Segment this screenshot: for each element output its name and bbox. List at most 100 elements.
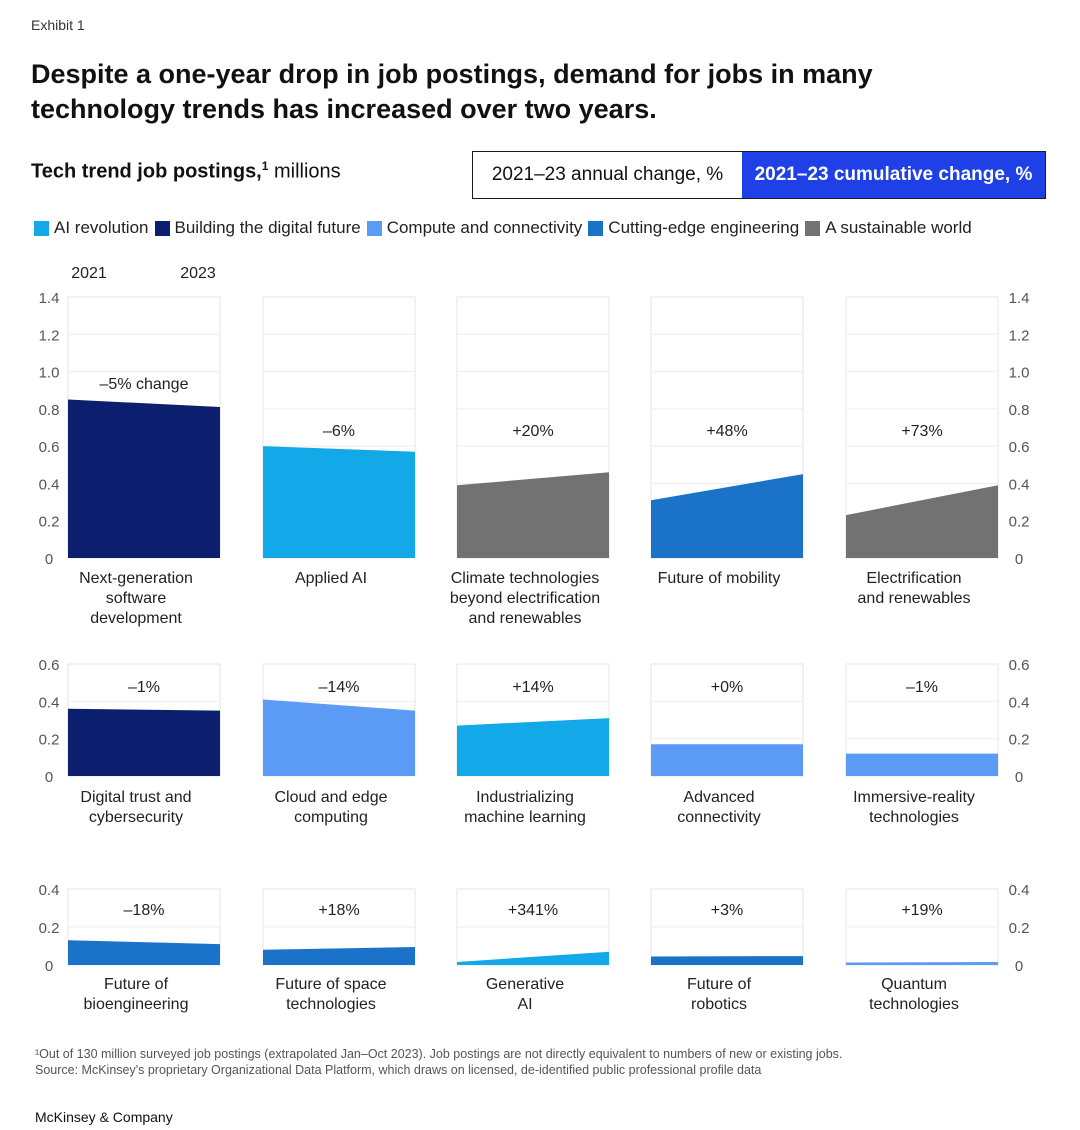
area-quantum-technologies (846, 961, 998, 965)
change-label: –1% (128, 679, 160, 696)
y-tick-label-right: 0.6 (1009, 439, 1030, 456)
panel-label: Future of space (275, 976, 386, 993)
exhibit-label: Exhibit 1 (31, 17, 85, 33)
panel-label: AI (517, 996, 532, 1013)
small-multiples-chart: 2021 2023 0 0 0.2 0.2 0.4 0.4 0.6 0.6 0.8 0.8 1.0 1.0… (39, 265, 1030, 1013)
panel-label: beyond electrification (450, 590, 600, 607)
y-tick-label-left: 0.6 (39, 657, 60, 674)
area-industrializing-machine-learning (457, 718, 609, 776)
panel-label: technologies (869, 809, 959, 826)
y-tick-label-left: 0.2 (39, 920, 60, 937)
year-start-label: 2021 (71, 265, 107, 282)
change-label: –6% (323, 423, 355, 440)
footnote: ¹Out of 130 million surveyed job posting… (35, 1046, 842, 1078)
area-immersive-reality-technologies (846, 753, 998, 776)
panel-label: Quantum (881, 976, 947, 993)
footnote-line-1: ¹Out of 130 million surveyed job posting… (35, 1047, 843, 1061)
y-tick-label-right: 0 (1015, 769, 1023, 786)
change-label: –5% change (100, 376, 189, 393)
y-tick-label-left: 0.4 (39, 882, 60, 899)
panel-label: Industrializing (476, 789, 574, 806)
panel-label: computing (294, 809, 368, 826)
y-tick-label-right: 1.0 (1009, 365, 1030, 382)
y-tick-label-right: 0.2 (1009, 732, 1030, 749)
y-tick-label-right: 0.2 (1009, 920, 1030, 937)
legend-label: Building the digital future (174, 218, 361, 237)
legend-item-ai-revolution: AI revolution (34, 218, 149, 238)
change-label: +18% (318, 902, 359, 919)
legend-swatch (805, 220, 821, 236)
panel-label: machine learning (464, 809, 586, 826)
y-tick-label-left: 0.4 (39, 476, 60, 493)
y-tick-label-left: 1.4 (39, 290, 60, 307)
legend-swatch (154, 220, 170, 236)
legend-swatch (366, 220, 382, 236)
annual-change-toggle[interactable]: 2021–23 annual change, % (473, 152, 742, 198)
change-label: +48% (706, 423, 747, 440)
panel-label: Future of (104, 976, 169, 993)
y-tick-label-right: 0.4 (1009, 476, 1030, 493)
y-tick-label-left: 0 (45, 551, 53, 568)
panel-label: and renewables (858, 590, 971, 607)
y-tick-label-left: 0.4 (39, 694, 60, 711)
area-digital-trust-and-cybersecurity (68, 708, 220, 776)
y-tick-label-left: 0.8 (39, 402, 60, 419)
area-future-of-bioengineering (68, 940, 220, 965)
y-tick-label-right: 0.4 (1009, 882, 1030, 899)
panel-label: technologies (869, 996, 959, 1013)
y-tick-label-left: 0 (45, 958, 53, 975)
panel-label: Advanced (683, 789, 754, 806)
panel-label: connectivity (677, 809, 761, 826)
panel-label: Future of (687, 976, 752, 993)
panel-label: development (90, 610, 182, 627)
panel-label: cybersecurity (89, 809, 183, 826)
change-label: –1% (906, 679, 938, 696)
footnote-marker: 1 (261, 159, 269, 173)
panel-label: software (106, 590, 167, 607)
y-tick-label-left: 0.2 (39, 514, 60, 531)
source-line: Source: McKinsey's proprietary Organizat… (35, 1063, 762, 1077)
area-climate-technologies-beyond-electrification-and-renewables (457, 472, 609, 558)
change-label: –18% (124, 902, 165, 919)
legend-item-digital-future: Building the digital future (154, 218, 361, 238)
panel-label: Climate technologies (451, 570, 600, 587)
panel-label: bioengineering (84, 996, 189, 1013)
y-tick-label-right: 0.2 (1009, 514, 1030, 531)
y-tick-label-left: 1.2 (39, 327, 60, 344)
legend-label: Compute and connectivity (386, 218, 583, 237)
change-label: –14% (319, 679, 360, 696)
cumulative-change-toggle[interactable]: 2021–23 cumulative change, % (742, 152, 1045, 198)
area-cloud-and-edge-computing (263, 699, 415, 776)
y-tick-label-right: 0.8 (1009, 402, 1030, 419)
panel-label: Future of mobility (658, 570, 781, 587)
chart-subtitle: Tech trend job postings,1 millions (31, 159, 341, 184)
panel-label: and renewables (469, 610, 582, 627)
y-tick-label-right: 1.2 (1009, 327, 1030, 344)
change-label: +341% (508, 902, 558, 919)
change-label: +14% (512, 679, 553, 696)
chart-title: Despite a one-year drop in job postings,… (31, 59, 873, 124)
change-label: +0% (711, 679, 743, 696)
panel-label: technologies (286, 996, 376, 1013)
legend-item-compute: Compute and connectivity (366, 218, 583, 238)
panel-label: robotics (691, 996, 747, 1013)
change-label: +3% (711, 902, 743, 919)
legend-swatch (34, 220, 49, 236)
y-tick-label-right: 0 (1015, 958, 1023, 975)
area-future-of-robotics (651, 956, 803, 965)
change-label: +20% (512, 423, 553, 440)
panel-label: Digital trust and (80, 789, 191, 806)
y-tick-label-right: 1.4 (1009, 290, 1030, 307)
panel-label: Generative (486, 976, 564, 993)
area-electrification-and-renewables (846, 485, 998, 558)
y-tick-label-right: 0 (1015, 551, 1023, 568)
y-tick-label-left: 0 (45, 769, 53, 786)
legend-label: A sustainable world (825, 218, 972, 237)
brand-logo: McKinsey & Company (35, 1109, 173, 1125)
legend-label: Cutting-edge engineering (608, 218, 800, 237)
change-label: +19% (901, 902, 942, 919)
panel-label: Next-generation (79, 570, 193, 587)
panel-label: Applied AI (295, 570, 367, 587)
y-tick-label-left: 1.0 (39, 365, 60, 382)
area-future-of-mobility (651, 474, 803, 558)
